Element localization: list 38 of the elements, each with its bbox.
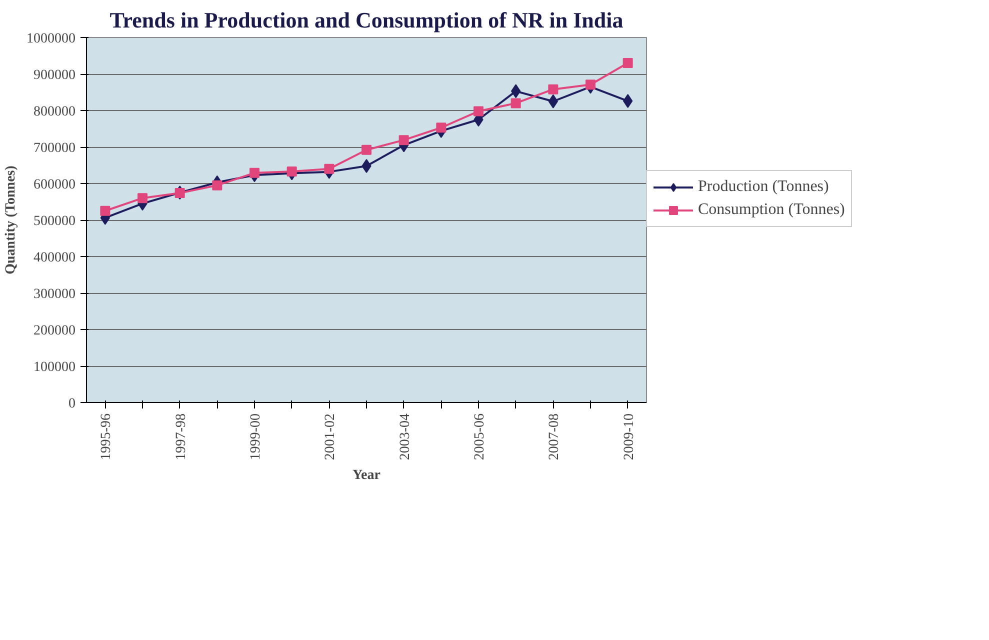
point (398, 135, 409, 146)
point (286, 166, 297, 176)
x-axis-title: Year (352, 468, 381, 484)
point (212, 180, 222, 190)
point (436, 122, 446, 133)
y-tick-label: 1000000 (26, 32, 76, 46)
y-tick-label: 0 (68, 396, 76, 412)
y-tick-label: 200000 (34, 324, 76, 338)
legend-label: Consumption (Tonnes) (698, 201, 845, 219)
point (548, 84, 558, 94)
x-tick-label: 2003-04 (398, 413, 413, 460)
point (138, 193, 148, 204)
x-tick-label: 1997-98 (174, 413, 189, 460)
point (586, 80, 596, 90)
y-tick-label: 100000 (34, 360, 76, 375)
y-tick-label: 800000 (34, 104, 76, 120)
x-tick-label: 2001-02 (323, 413, 338, 460)
point (510, 98, 521, 108)
y-tick-label: 700000 (34, 141, 76, 156)
point (100, 206, 110, 216)
point (362, 144, 372, 155)
y-tick-label: 300000 (34, 287, 76, 302)
x-tick-label: 2007-08 (547, 413, 562, 460)
y-tick-label: 400000 (34, 250, 76, 266)
x-tick-label: 1999-00 (248, 413, 264, 460)
point (474, 106, 484, 116)
point (250, 168, 260, 178)
y-axis-title: Quantity (Tonnes) (4, 165, 18, 274)
legend-label: Production (Tonnes) (698, 178, 829, 196)
point (622, 58, 633, 68)
x-tick-label: 1995-96 (99, 413, 114, 460)
y-tick-label: 600000 (34, 178, 76, 192)
y-tick-label: 900000 (34, 68, 76, 83)
chart-title: Trends in Production and Consumption of NR in India (110, 8, 624, 32)
x-tick-label: 2009-10 (622, 413, 637, 460)
y-tick-label: 500000 (34, 214, 76, 229)
point (324, 164, 334, 174)
x-tick-label: 2005-06 (472, 413, 488, 460)
